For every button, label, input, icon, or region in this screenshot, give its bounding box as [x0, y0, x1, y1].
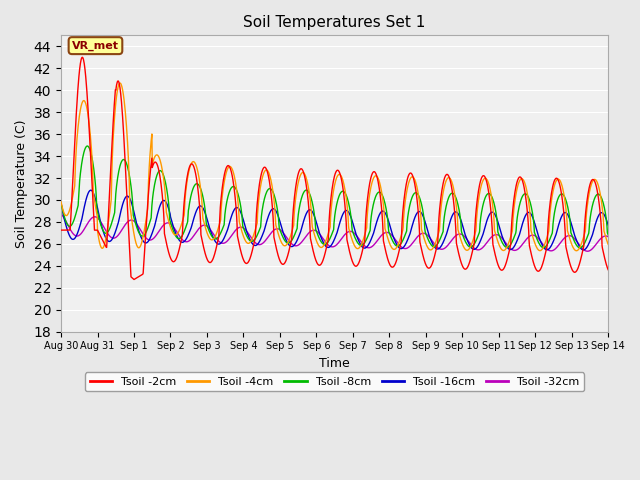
Legend: Tsoil -2cm, Tsoil -4cm, Tsoil -8cm, Tsoil -16cm, Tsoil -32cm: Tsoil -2cm, Tsoil -4cm, Tsoil -8cm, Tsoi…	[85, 372, 584, 391]
Title: Soil Temperatures Set 1: Soil Temperatures Set 1	[243, 15, 426, 30]
X-axis label: Time: Time	[319, 357, 350, 370]
Y-axis label: Soil Temperature (C): Soil Temperature (C)	[15, 119, 28, 248]
Text: VR_met: VR_met	[72, 40, 119, 51]
